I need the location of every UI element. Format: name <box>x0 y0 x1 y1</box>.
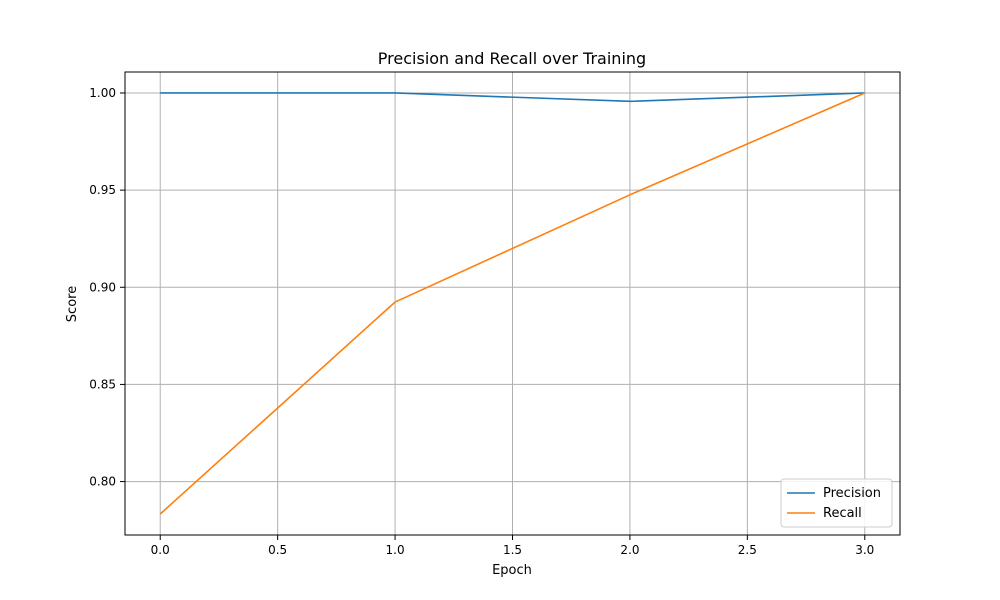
series-line-recall <box>159 92 866 515</box>
legend-label: Precision <box>823 486 881 501</box>
x-tick-label: 0.0 <box>151 543 170 557</box>
series-lines <box>159 92 866 515</box>
gridlines <box>125 72 900 535</box>
legend: Precision Recall <box>780 478 893 528</box>
x-tick-label: 2.5 <box>738 543 757 557</box>
y-tick-label: 1.00 <box>89 86 116 100</box>
x-tick-label: 1.0 <box>386 543 405 557</box>
x-tick-label: 3.0 <box>855 543 874 557</box>
legend-box <box>780 478 893 528</box>
x-tick-label: 1.5 <box>503 543 522 557</box>
x-tick-label: 2.0 <box>620 543 639 557</box>
series-line-precision <box>160 92 865 103</box>
y-tick-label: 0.85 <box>89 377 116 391</box>
y-tick-label: 0.90 <box>89 280 116 294</box>
axis-ticks: 0.0 0.5 1.0 1.5 2.0 2.5 3.0 0.80 0.85 0.90 0.95 1.0… <box>89 86 874 557</box>
x-axis-label: Epoch <box>492 563 532 578</box>
chart-title: Precision and Recall over Training <box>378 49 646 68</box>
y-tick-label: 0.80 <box>89 475 116 489</box>
y-axis-label: Score <box>65 286 80 322</box>
x-tick-label: 0.5 <box>268 543 287 557</box>
y-tick-label: 0.95 <box>89 183 116 197</box>
legend-label: Recall <box>823 506 862 521</box>
